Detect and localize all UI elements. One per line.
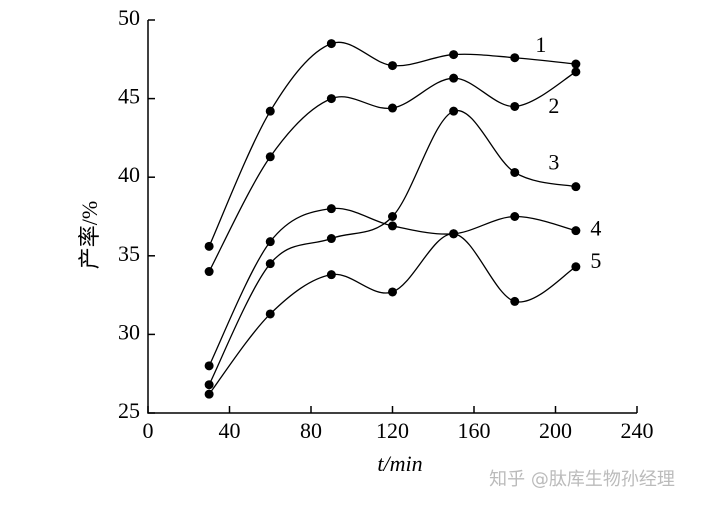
data-point xyxy=(388,221,397,231)
series-line xyxy=(208,110,577,385)
x-tick-label: 240 xyxy=(621,418,654,443)
data-point xyxy=(510,53,520,63)
data-point xyxy=(449,50,459,60)
data-point xyxy=(449,229,459,239)
y-tick-label: 45 xyxy=(118,84,140,109)
x-tick-label: 120 xyxy=(376,418,409,443)
data-point xyxy=(326,270,336,280)
data-point xyxy=(326,39,336,49)
data-point xyxy=(204,267,214,277)
data-point xyxy=(326,94,336,104)
series-line xyxy=(208,233,577,395)
data-point xyxy=(449,73,459,83)
data-point xyxy=(204,389,214,399)
data-point xyxy=(388,287,397,297)
series-label: 5 xyxy=(590,248,601,273)
series-label: 2 xyxy=(548,93,559,118)
data-point xyxy=(388,61,397,71)
data-point xyxy=(510,101,520,111)
data-point xyxy=(326,204,336,214)
series-line xyxy=(208,207,577,367)
y-tick-label: 25 xyxy=(118,398,140,423)
data-point xyxy=(571,226,581,236)
x-tick-label: 40 xyxy=(219,418,241,443)
series-label: 3 xyxy=(548,150,559,175)
data-point xyxy=(204,241,214,251)
data-point xyxy=(265,309,275,319)
data-point xyxy=(388,103,397,113)
data-point xyxy=(571,67,581,77)
y-tick-label: 30 xyxy=(118,319,140,344)
x-tick-label: 80 xyxy=(300,418,322,443)
watermark: 知乎 @肽库生物孙经理 xyxy=(489,469,675,490)
data-point xyxy=(388,212,397,221)
data-point xyxy=(571,182,581,192)
x-tick-label: 160 xyxy=(458,418,491,443)
data-point xyxy=(265,106,275,116)
y-tick-label: 40 xyxy=(118,162,140,187)
data-point xyxy=(510,296,520,306)
y-axis-label: 产率/% xyxy=(77,201,102,269)
data-point xyxy=(265,237,275,247)
data-point xyxy=(510,212,520,221)
data-point xyxy=(326,234,336,244)
x-tick-label: 200 xyxy=(539,418,572,443)
series-label: 1 xyxy=(535,32,546,57)
y-tick-label: 50 xyxy=(118,5,140,30)
x-axis-label: t/min xyxy=(377,451,422,476)
data-point xyxy=(571,59,581,69)
data-point xyxy=(449,106,459,116)
data-point xyxy=(265,152,275,162)
x-tick-label: 0 xyxy=(143,418,154,443)
data-point xyxy=(204,380,214,390)
data-point xyxy=(265,259,275,269)
series-label: 4 xyxy=(590,216,601,241)
y-tick-label: 35 xyxy=(118,241,140,266)
data-point xyxy=(510,167,520,177)
data-point xyxy=(204,361,214,371)
series-line xyxy=(208,71,577,272)
data-point xyxy=(571,262,581,272)
